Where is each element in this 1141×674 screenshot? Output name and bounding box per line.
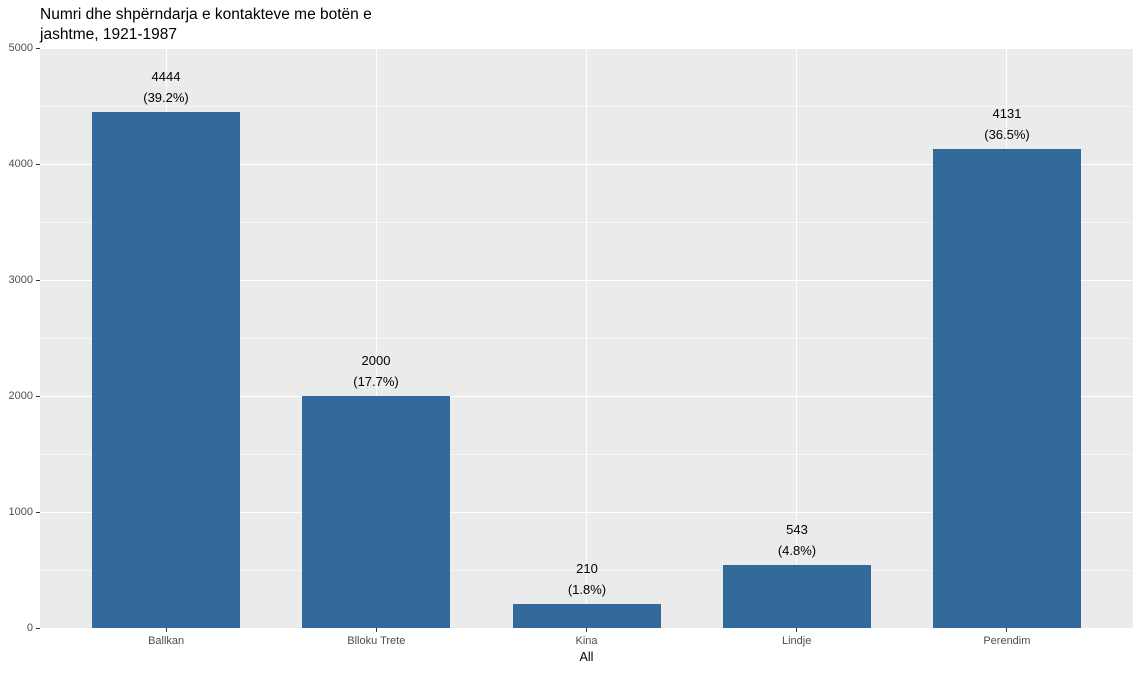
y-tick-label-3000: 3000: [8, 273, 33, 286]
bar-value-perendim: 4131: [992, 106, 1022, 121]
bar-percent-lindje: (4.8%): [777, 543, 817, 558]
vertical-gridline-lindje: [796, 48, 798, 628]
y-tick-mark: [36, 163, 40, 165]
bar-value-lindje: 543: [786, 522, 808, 537]
y-tick-mark: [36, 395, 40, 397]
bar-kina: [513, 604, 661, 628]
x-tick-mark-kina: [586, 628, 587, 632]
vertical-gridline-blloku-trete: [375, 48, 377, 628]
x-tick-label-ballkan: Ballkan: [148, 635, 185, 647]
chart-title: Numri dhe shpërndarja e kontakteve me bo…: [40, 6, 372, 43]
bar-label-kina: 210 (1.8%): [512, 558, 662, 600]
x-tick-label-kina: Kina: [575, 635, 598, 647]
bar-label-perendim: 4131 (36.5%): [932, 103, 1082, 145]
x-tick-mark-ballkan: [165, 628, 167, 632]
bar-percent-blloku-trete: (17.7%): [353, 374, 399, 389]
bar-percent-ballkan: (39.2%): [143, 90, 189, 105]
bar-value-ballkan: 4444: [151, 69, 181, 84]
x-tick-mark-perendim: [1006, 628, 1008, 632]
bar-label-lindje: 543 (4.8%): [722, 519, 872, 561]
y-tick-label-0: 0: [26, 621, 33, 634]
y-tick-label-2000: 2000: [8, 389, 33, 402]
y-tick-mark: [36, 627, 40, 629]
y-tick-mark: [36, 279, 40, 281]
y-tick-mark: [36, 47, 40, 49]
x-tick-mark-blloku-trete: [375, 628, 377, 632]
x-tick-label-blloku-trete: Blloku Trete: [347, 635, 406, 647]
vertical-gridline-kina: [586, 48, 587, 628]
bar-label-ballkan: 4444 (39.2%): [91, 66, 241, 108]
y-tick-label-4000: 4000: [8, 157, 33, 170]
x-axis-title: All: [579, 650, 594, 664]
x-tick-label-lindje: Lindje: [782, 635, 812, 647]
bar-percent-kina: (1.8%): [567, 582, 607, 597]
x-tick-mark-lindje: [796, 628, 798, 632]
bar-value-kina: 210: [576, 561, 598, 576]
y-tick-label-5000: 5000: [8, 41, 33, 54]
bar-lindje: [723, 565, 871, 628]
y-tick-label-1000: 1000: [8, 505, 33, 518]
y-tick-mark: [36, 511, 40, 513]
bar-ballkan: [92, 112, 240, 628]
bar-perendim: [933, 149, 1081, 628]
bar-value-blloku-trete: 2000: [361, 353, 391, 368]
plot-panel: 4444 (39.2%) 2000 (17.7%) 210 (1.8%) 543 (4.8%)…: [40, 48, 1133, 629]
bar-percent-perendim: (36.5%): [984, 127, 1030, 142]
bar-blloku-trete: [302, 396, 450, 628]
x-tick-label-perendim: Perendim: [983, 635, 1031, 647]
bar-label-blloku-trete: 2000 (17.7%): [301, 350, 451, 392]
